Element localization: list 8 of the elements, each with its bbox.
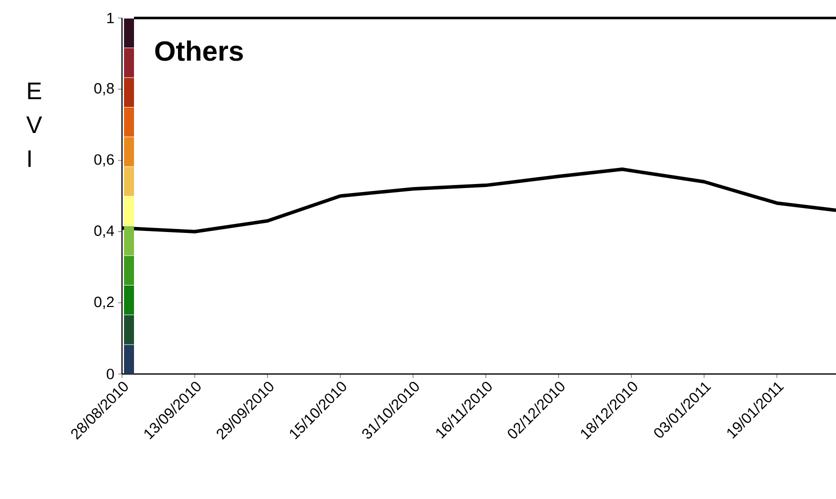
y-tick-label: 0,8: [94, 83, 114, 96]
y-tick-label: 0: [106, 368, 114, 380]
y-axis-title: E V I: [26, 82, 42, 167]
y-tick-label: 0,6: [94, 154, 114, 167]
text: Others: [155, 40, 243, 61]
y-tick-label: 1: [107, 12, 114, 24]
y-tick-label: 0,2: [94, 296, 114, 309]
y-tick-label: 0,4: [94, 225, 114, 238]
